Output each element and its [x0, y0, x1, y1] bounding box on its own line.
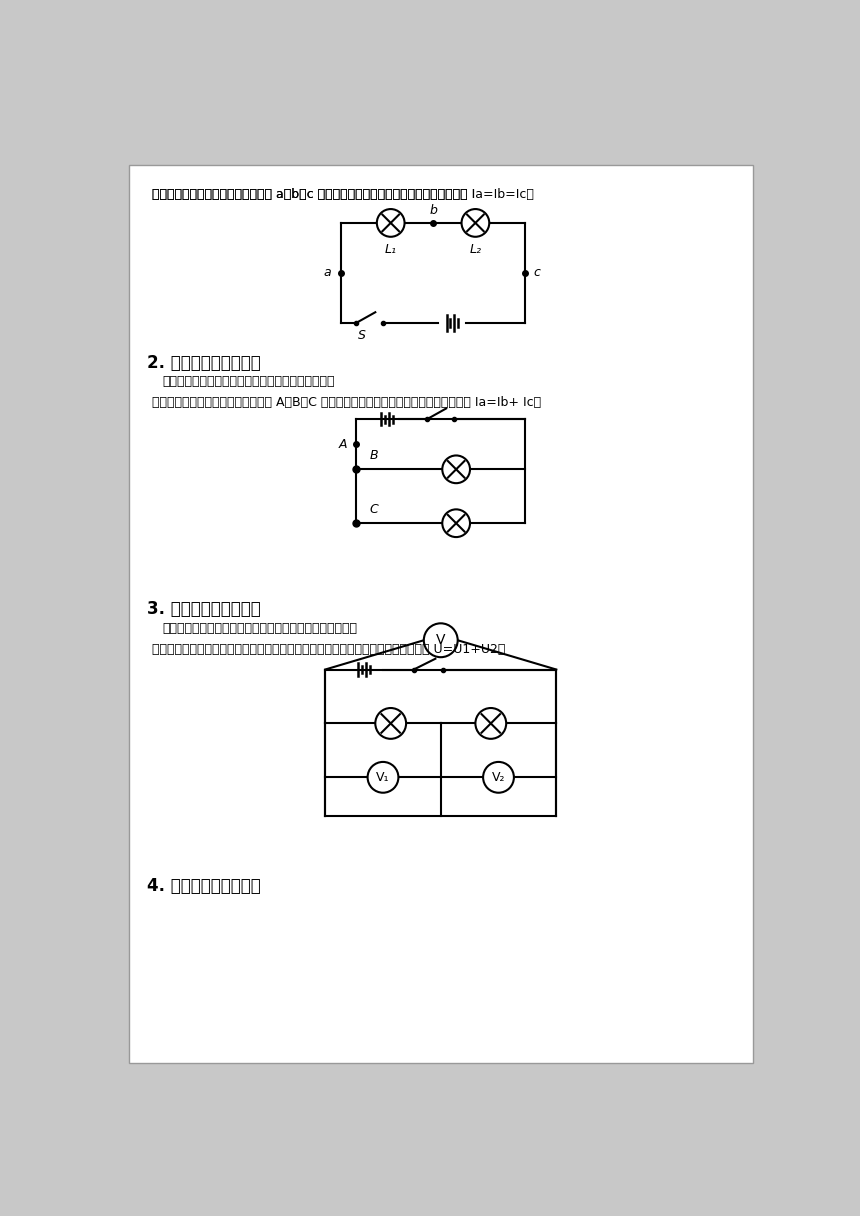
Text: V₂: V₂: [492, 771, 506, 784]
Text: 如图所示，将电流表分别接在电路中 a、b、c 处，测出通过各处的电流，它们之间的关系是 I: 如图所示，将电流表分别接在电路中 a、b、c 处，测出通过各处的电流，它们之间的…: [152, 188, 476, 202]
Circle shape: [377, 209, 404, 237]
Text: S: S: [359, 330, 366, 342]
Circle shape: [424, 624, 458, 657]
Circle shape: [462, 209, 489, 237]
Text: a: a: [323, 266, 331, 280]
Text: V: V: [436, 634, 445, 647]
Text: 如图所示，将电流表分别接在电路中 A、B、C 处，测出通过各处的电流，它们之间的关系是 Ia=Ib+ Ic。: 如图所示，将电流表分别接在电路中 A、B、C 处，测出通过各处的电流，它们之间的…: [152, 396, 541, 409]
Text: 如图所示，将电流表分别接在电路中 a、b、c 处，测出通过各处的电流，它们之间的关系是 Ia=Ib=Ic。: 如图所示，将电流表分别接在电路中 a、b、c 处，测出通过各处的电流，它们之间的…: [152, 188, 534, 202]
Text: L₁: L₁: [384, 243, 396, 255]
Text: b: b: [429, 204, 437, 216]
Text: C: C: [370, 502, 378, 516]
Text: 3. 串联电路的电压规律: 3. 串联电路的电压规律: [146, 601, 261, 618]
Text: V₁: V₁: [377, 771, 390, 784]
Circle shape: [476, 708, 507, 739]
Circle shape: [375, 708, 406, 739]
Text: c: c: [533, 266, 540, 280]
Circle shape: [442, 456, 470, 483]
Circle shape: [442, 510, 470, 537]
Circle shape: [367, 762, 398, 793]
Text: 特点：串联电路中，电源电压等于各用电器两端电压之和。: 特点：串联电路中，电源电压等于各用电器两端电压之和。: [162, 621, 357, 635]
Text: 4. 并联电路的电压规律: 4. 并联电路的电压规律: [146, 878, 261, 895]
Text: 如图所示，将电压表分别接在电路中图示处，测出各部分的电压，它们之间的关系是 U=U1+U2。: 如图所示，将电压表分别接在电路中图示处，测出各部分的电压，它们之间的关系是 U=…: [152, 642, 506, 655]
Text: B: B: [370, 449, 378, 462]
Text: L₂: L₂: [470, 243, 482, 255]
Circle shape: [483, 762, 514, 793]
Text: 特点：并联电路中，干路电流等于各支路电流之和。: 特点：并联电路中，干路电流等于各支路电流之和。: [162, 376, 335, 388]
Text: 2. 并联电路的电流规律: 2. 并联电路的电流规律: [146, 354, 261, 372]
Text: A: A: [338, 438, 347, 451]
